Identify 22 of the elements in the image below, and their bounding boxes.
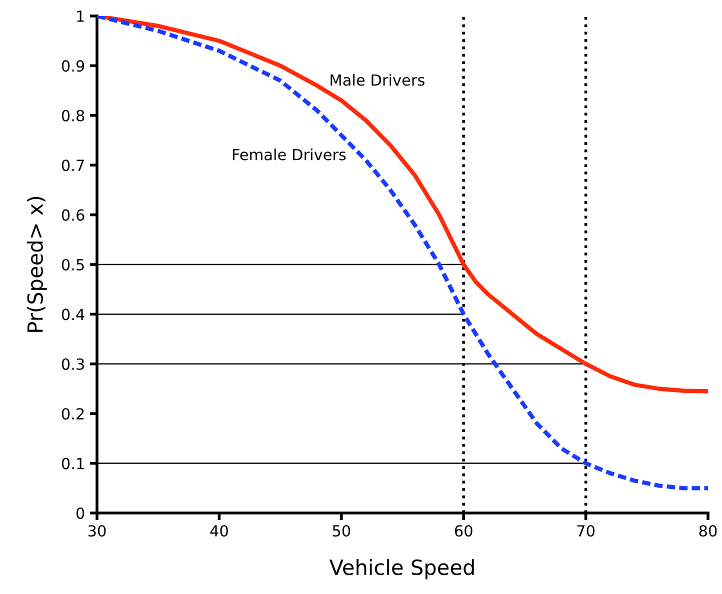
y-tick-label: 0.6 [62,209,84,221]
y-tick-label: 0.2 [62,408,84,420]
x-tick-label: 30 [88,525,106,537]
y-tick-label: 0.5 [62,258,84,271]
y-tick-label: 0.4 [62,308,84,320]
x-tick-label: 80 [699,525,717,537]
y-tick-label: 0.9 [62,60,84,72]
y-tick-label: 0.8 [62,110,84,122]
y-tick-label: 1 [77,10,84,22]
y-axis-title: Pr(Speed> x) [26,196,48,332]
y-tick-label: 0.7 [62,160,84,172]
series-label: Male Drivers [330,74,424,86]
x-tick-label: 60 [454,525,472,537]
x-tick-label: 50 [332,525,350,537]
x-axis-title: Vehicle Speed [329,559,474,580]
y-tick-label: 0.1 [62,458,84,470]
line-series [97,16,708,490]
y-tick-label: 0 [76,507,84,520]
series-label: Female Drivers [232,148,346,160]
x-tick-label: 70 [577,525,595,537]
y-tick-label: 0.3 [62,358,84,370]
x-tick-label: 40 [210,525,228,537]
